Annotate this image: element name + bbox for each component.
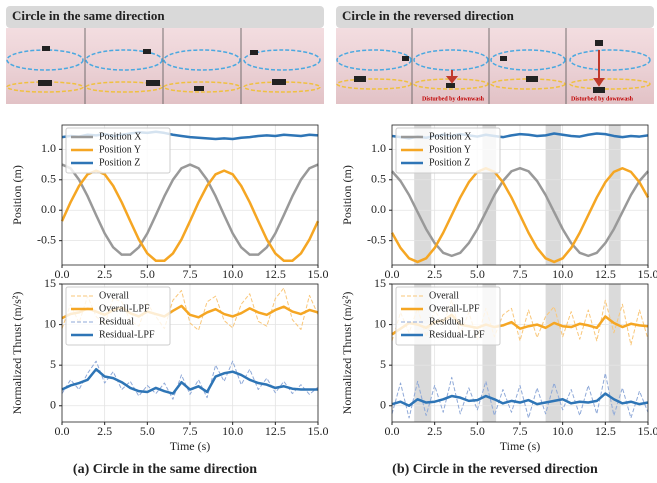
legend-label: Position X [429, 131, 472, 142]
x-tick-label: 12.5 [595, 267, 616, 281]
legend-label: Position Y [99, 144, 141, 155]
data-line [391, 166, 649, 258]
x-tick-label: 5.0 [470, 267, 485, 281]
x-tick-label: 10.0 [552, 424, 573, 438]
x-axis-label: Time (s) [170, 439, 211, 453]
caption: (a) Circle in the same direction [73, 462, 257, 477]
y-axis-label: Position (m) [10, 165, 24, 225]
legend-label: Position Z [99, 157, 140, 168]
legend-label: Position Z [429, 157, 470, 168]
x-tick-label: 0.0 [55, 267, 70, 281]
legend-label: Position Y [429, 144, 471, 155]
x-tick-label: 2.5 [427, 267, 442, 281]
banner: Circle in the reversed direction [342, 8, 515, 23]
y-tick-label: 10 [374, 316, 386, 330]
y-tick-label: 0.5 [41, 172, 56, 186]
x-tick-label: 5.0 [140, 424, 155, 438]
panel-b-photo: Circle in the reversed direction Disturb… [336, 6, 654, 104]
y-tick-label: -0.5 [37, 232, 56, 246]
y-tick-label: 15 [374, 276, 386, 290]
plot-frame [61, 124, 319, 266]
legend-label: Residual-LPF [99, 329, 155, 340]
y-tick-label: 1.0 [41, 141, 56, 155]
legend-label: Overall-LPF [99, 303, 150, 314]
x-tick-label: 15.0 [308, 267, 329, 281]
banner: Circle in the same direction [12, 8, 165, 23]
chart: 0.0 2.5 5.0 7.5 10.0 12.5 15.0 0 5 10 15 Time (s) No… [10, 276, 329, 453]
shaded-span [545, 125, 561, 265]
y-axis-label: Normalized Thrust (m/s²) [340, 292, 354, 415]
legend-label: Overall [99, 290, 129, 301]
shaded-span [608, 284, 621, 422]
y-tick-label: 10 [44, 316, 56, 330]
y-tick-label: 0.5 [371, 172, 386, 186]
data-line [61, 367, 318, 395]
panel-a-photo: Circle in the same direction [6, 6, 324, 104]
x-tick-label: 0.0 [385, 424, 400, 438]
chart: 0.0 2.5 5.0 7.5 10.0 12.5 15.0 -0.5 0.0 0.5 1.0 Pos… [340, 124, 657, 281]
x-tick-label: 7.5 [513, 424, 528, 438]
x-axis-label: Time (s) [500, 439, 541, 453]
x-tick-label: 15.0 [638, 267, 657, 281]
legend-label: Overall [429, 290, 459, 301]
plot-frame [61, 283, 319, 423]
banner-bg [336, 6, 654, 28]
x-tick-label: 7.5 [183, 267, 198, 281]
chart: 0.0 2.5 5.0 7.5 10.0 12.5 15.0 0 5 10 15 Time (s) No… [340, 276, 657, 453]
legend-box [65, 286, 171, 346]
y-tick-label: 1.0 [371, 141, 386, 155]
x-tick-label: 12.5 [265, 267, 286, 281]
x-tick-label: 15.0 [308, 424, 329, 438]
photo-annotation: Disturbed by downwash [571, 96, 634, 102]
y-tick-label: 0 [380, 398, 386, 412]
legend-label: Residual-LPF [429, 329, 485, 340]
y-tick-label: -0.5 [367, 232, 386, 246]
legend-label: Residual [99, 316, 134, 327]
y-tick-label: 15 [44, 276, 56, 290]
x-tick-label: 12.5 [595, 424, 616, 438]
x-tick-label: 15.0 [638, 424, 657, 438]
banner-bg [6, 6, 324, 28]
x-tick-label: 5.0 [470, 424, 485, 438]
data-line [61, 360, 319, 400]
data-line [391, 392, 649, 408]
x-tick-label: 2.5 [97, 267, 112, 281]
shaded-span [608, 125, 621, 265]
legend-label: Position X [99, 131, 142, 142]
y-tick-label: 0.0 [41, 202, 56, 216]
legend-box [395, 286, 501, 346]
legend-label: Overall-LPF [429, 303, 480, 314]
y-tick-label: 5 [50, 357, 56, 371]
legend-label: Residual [429, 316, 464, 327]
y-tick-label: 0.0 [371, 202, 386, 216]
photo [336, 28, 654, 104]
x-tick-label: 5.0 [140, 267, 155, 281]
y-tick-label: 5 [380, 357, 386, 371]
chart: 0.0 2.5 5.0 7.5 10.0 12.5 15.0 -0.5 0.0 0.5 1.0 Pos… [10, 124, 329, 281]
data-line [391, 372, 649, 419]
x-tick-label: 2.5 [97, 424, 112, 438]
x-tick-label: 0.0 [385, 267, 400, 281]
x-tick-label: 7.5 [183, 424, 198, 438]
plot-frame [391, 283, 649, 423]
y-tick-label: 0 [50, 398, 56, 412]
caption: (b) Circle in the reversed direction [392, 462, 598, 477]
x-tick-label: 10.0 [222, 267, 243, 281]
data-line [390, 166, 650, 264]
data-line [60, 169, 320, 262]
x-tick-label: 10.0 [222, 424, 243, 438]
x-tick-label: 2.5 [427, 424, 442, 438]
shaded-span [545, 284, 561, 422]
photo-annotation: Disturbed by downwash [422, 96, 485, 102]
x-tick-label: 0.0 [55, 424, 70, 438]
plot-frame [391, 124, 649, 266]
x-tick-label: 10.0 [552, 267, 573, 281]
x-tick-label: 7.5 [513, 267, 528, 281]
y-axis-label: Normalized Thrust (m/s²) [10, 292, 24, 415]
x-tick-label: 12.5 [265, 424, 286, 438]
data-line [61, 163, 319, 256]
y-axis-label: Position (m) [340, 165, 354, 225]
